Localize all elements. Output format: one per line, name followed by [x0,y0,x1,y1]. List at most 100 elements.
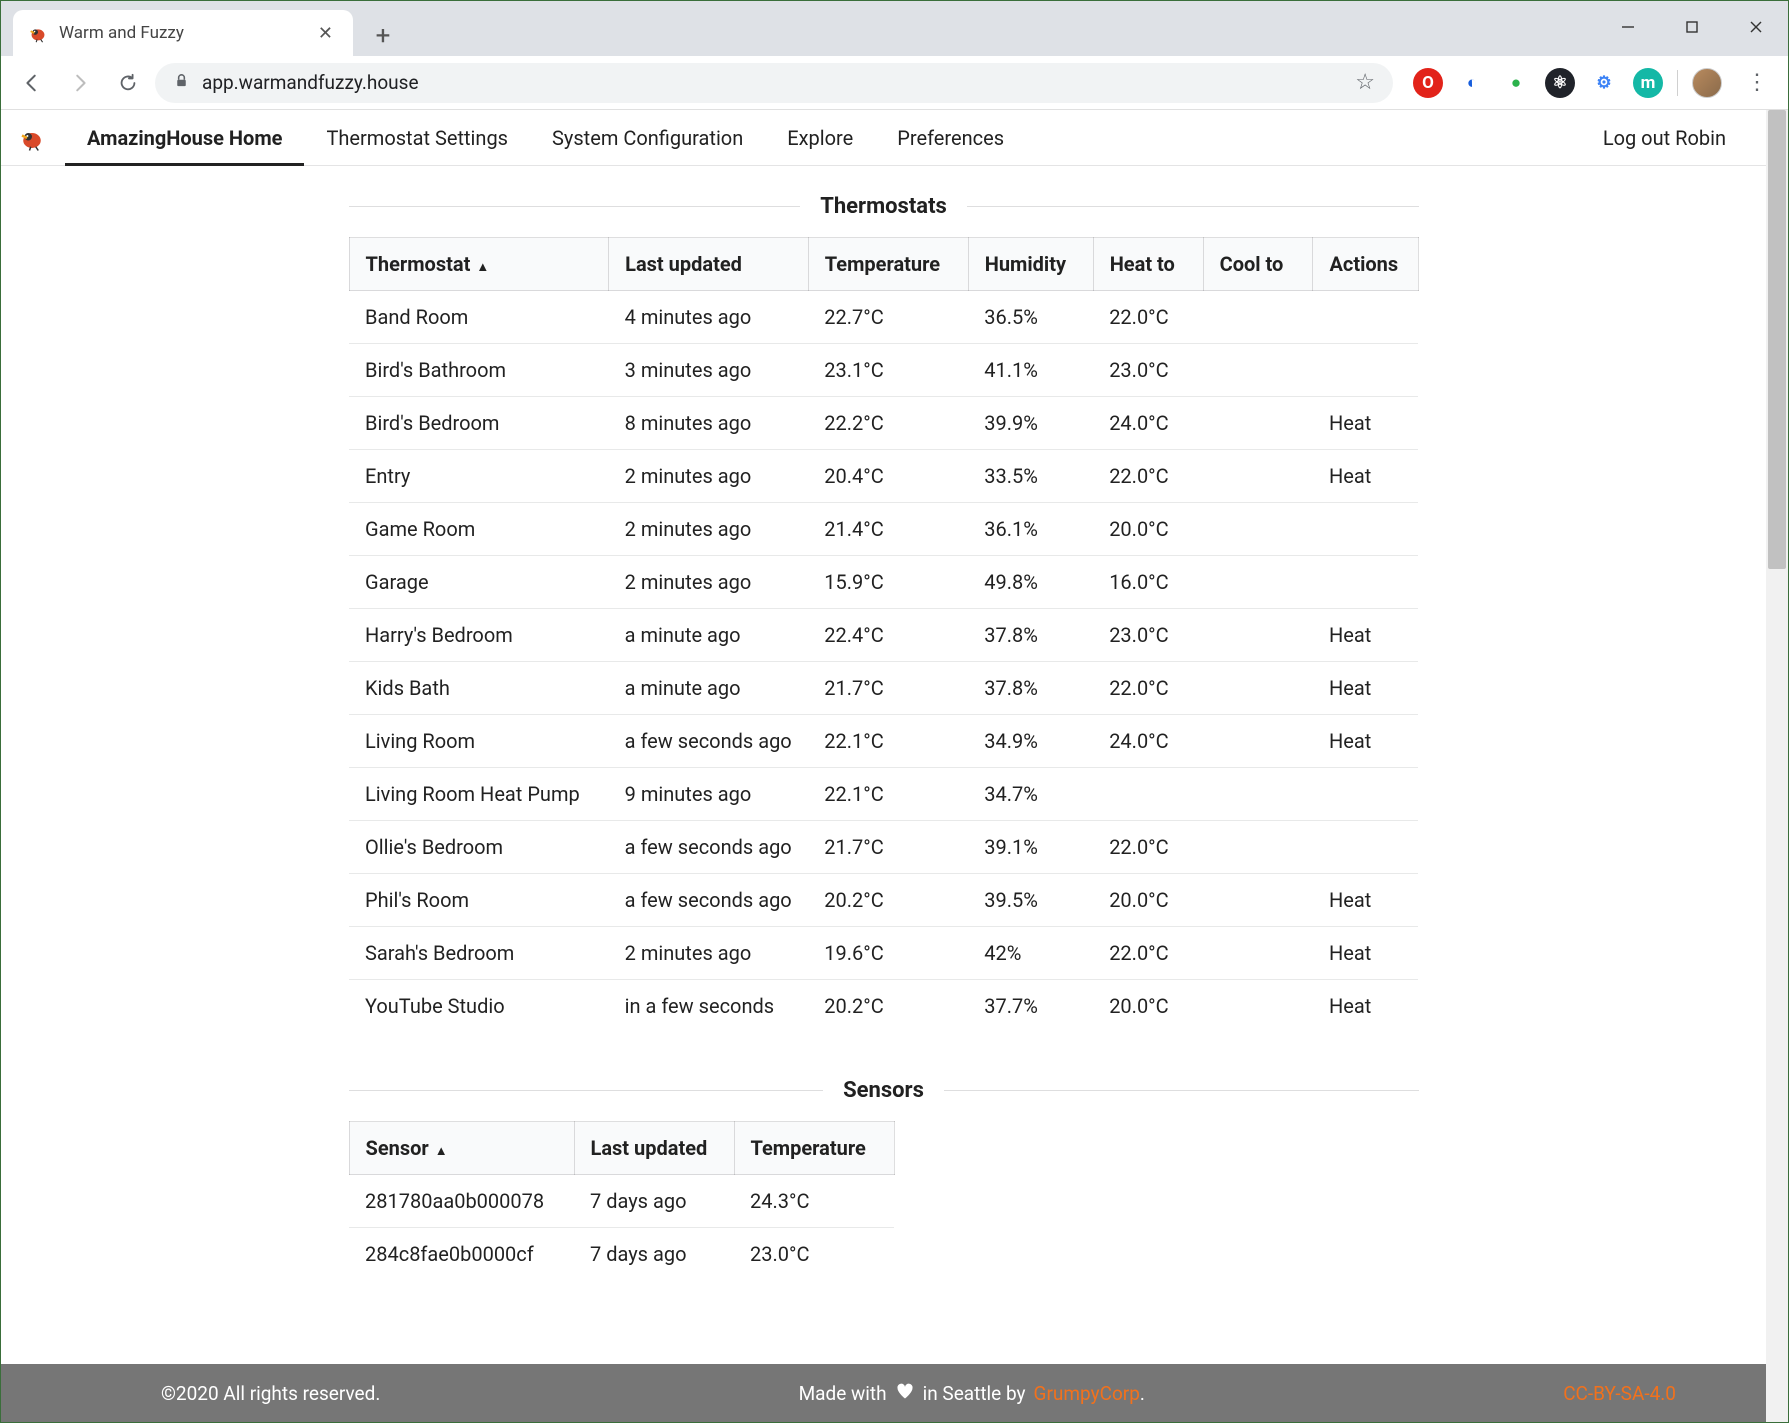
react-devtools-icon[interactable]: ⚛ [1545,68,1575,98]
scrollbar-thumb[interactable] [1768,110,1786,569]
cell-hum: 37.8% [968,662,1093,715]
cell-updated: 7 days ago [574,1228,734,1281]
thermo-col-temperature[interactable]: Temperature [808,238,968,291]
new-tab-button[interactable]: + [363,16,403,56]
thermo-col-last-updated[interactable]: Last updated [609,238,809,291]
table-row: Living Room Heat Pump9 minutes ago22.1°C… [349,768,1418,821]
cell-name: Bird's Bathroom [349,344,609,397]
cell-temp: 19.6°C [808,927,968,980]
cell-updated: a few seconds ago [609,715,809,768]
cell-cool [1203,821,1313,874]
cell-name: Living Room Heat Pump [349,768,609,821]
cell-heat: 20.0°C [1093,503,1203,556]
cell-temp: 21.7°C [808,662,968,715]
cell-actions [1313,556,1418,609]
footer-author-link[interactable]: GrumpyCorp [1034,1382,1140,1405]
cell-name: Game Room [349,503,609,556]
thermo-col-actions[interactable]: Actions [1313,238,1418,291]
cell-updated: 7 days ago [574,1175,734,1228]
cell-updated: a few seconds ago [609,874,809,927]
table-row: Kids Batha minute ago21.7°C37.8%22.0°C He… [349,662,1418,715]
cell-temp: 23.1°C [808,344,968,397]
cell-heat: 22.0°C [1093,662,1203,715]
nav-item-explore[interactable]: Explore [765,110,875,166]
nav-item-system-configuration[interactable]: System Configuration [530,110,765,166]
cell-sensor: 284c8fae0b0000cf [349,1228,574,1281]
toolbar-divider [1677,70,1678,96]
cell-updated: a minute ago [609,662,809,715]
cell-heat: 20.0°C [1093,874,1203,927]
footer-period: . [1140,1382,1145,1405]
footer-text-post: in Seattle by [923,1382,1026,1405]
cell-cool [1203,715,1313,768]
browser-tab[interactable]: Warm and Fuzzy ✕ [13,10,353,56]
titlebar: Warm and Fuzzy ✕ + [1,1,1788,56]
cell-name: Ollie's Bedroom [349,821,609,874]
back-button[interactable] [11,62,53,104]
extension-icons: O ◐ ● ⚛ ⚙ m [1399,68,1671,98]
table-row: Garage2 minutes ago15.9°C49.8%16.0°C [349,556,1418,609]
tab-close-icon[interactable]: ✕ [312,21,339,46]
bitwarden-icon[interactable]: ◐ [1457,68,1487,98]
cell-hum: 37.7% [968,980,1093,1033]
cell-updated: 4 minutes ago [609,291,809,344]
favicon-icon [27,22,49,44]
thermo-col-heat-to[interactable]: Heat to [1093,238,1203,291]
bookmark-star-icon[interactable]: ☆ [1355,70,1375,95]
cell-hum: 41.1% [968,344,1093,397]
footer-license-link[interactable]: CC-BY-SA-4.0 [1563,1382,1676,1405]
thermo-col-cool-to[interactable]: Cool to [1203,238,1313,291]
cell-updated: 9 minutes ago [609,768,809,821]
cell-name: Kids Bath [349,662,609,715]
cell-cool [1203,450,1313,503]
cell-heat: 23.0°C [1093,609,1203,662]
cell-cool [1203,662,1313,715]
gear-badge-icon[interactable]: ⚙ [1589,68,1619,98]
nav-item-preferences[interactable]: Preferences [875,110,1026,166]
cell-updated: 8 minutes ago [609,397,809,450]
thermo-col-thermostat[interactable]: Thermostat▲ [349,238,609,291]
window-controls [1596,1,1788,56]
reload-button[interactable] [107,62,149,104]
browser-window: Warm and Fuzzy ✕ + [0,0,1789,1423]
footer-copyright: ©2020 All rights reserved. [161,1382,380,1405]
sensor-col-temperature[interactable]: Temperature [734,1122,894,1175]
sensor-col-last-updated[interactable]: Last updated [574,1122,734,1175]
cell-cool [1203,291,1313,344]
sensors-table: Sensor▲Last updatedTemperature 281780aa0… [349,1121,895,1280]
cell-temp: 20.2°C [808,980,968,1033]
nav-item-thermostat-settings[interactable]: Thermostat Settings [304,110,530,166]
minimize-button[interactable] [1596,7,1660,47]
cell-temp: 15.9°C [808,556,968,609]
cell-temp: 22.4°C [808,609,968,662]
thermo-col-humidity[interactable]: Humidity [968,238,1093,291]
adblock-icon[interactable]: O [1413,68,1443,98]
cell-updated: a minute ago [609,609,809,662]
browser-menu-button[interactable]: ⋮ [1736,70,1778,95]
cell-hum: 39.9% [968,397,1093,450]
teal-m-icon[interactable]: m [1633,68,1663,98]
table-row: Ollie's Bedrooma few seconds ago21.7°C39… [349,821,1418,874]
green-dot-icon[interactable]: ● [1501,68,1531,98]
cell-temp: 21.4°C [808,503,968,556]
scrollbar-track[interactable] [1766,110,1788,1422]
cell-actions: Heat [1313,609,1418,662]
maximize-button[interactable] [1660,7,1724,47]
page-viewport: AmazingHouse HomeThermostat SettingsSyst… [1,110,1788,1422]
close-window-button[interactable] [1724,7,1788,47]
cell-updated: in a few seconds [609,980,809,1033]
logout-link[interactable]: Log out Robin [1581,110,1748,166]
profile-avatar[interactable] [1692,68,1722,98]
cell-name: Band Room [349,291,609,344]
sensors-heading: Sensors [843,1078,924,1103]
url-input[interactable]: app.warmandfuzzy.house ☆ [155,63,1393,103]
cell-hum: 49.8% [968,556,1093,609]
forward-button[interactable] [59,62,101,104]
sensor-col-sensor[interactable]: Sensor▲ [349,1122,574,1175]
cell-cool [1203,980,1313,1033]
sort-asc-icon: ▲ [476,260,489,275]
cell-actions: Heat [1313,662,1418,715]
nav-item-amazinghouse-home[interactable]: AmazingHouse Home [65,110,304,166]
tab-strip: Warm and Fuzzy ✕ + [1,1,403,56]
lock-icon [173,71,190,94]
